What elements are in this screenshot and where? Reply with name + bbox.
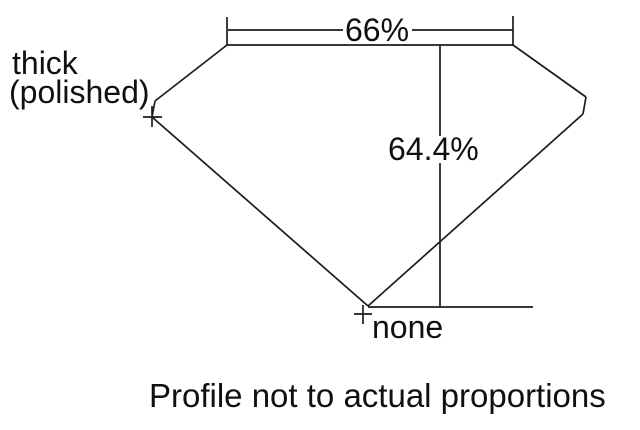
girdle-label-line2: (polished) — [9, 74, 150, 110]
table-width-label: 66% — [345, 12, 409, 48]
pavilion-facet-left — [151, 116, 369, 307]
culet-label: none — [372, 309, 443, 345]
girdle-label-line1: thick — [12, 45, 79, 81]
girdle-edge-right — [582, 96, 587, 115]
caption-text: Profile not to actual proportions — [149, 377, 606, 414]
pavilion-facet-right — [367, 113, 584, 307]
crown-facet-left — [154, 44, 228, 102]
depth-label: 64.4% — [388, 131, 479, 167]
crown-facet-right — [512, 44, 587, 98]
